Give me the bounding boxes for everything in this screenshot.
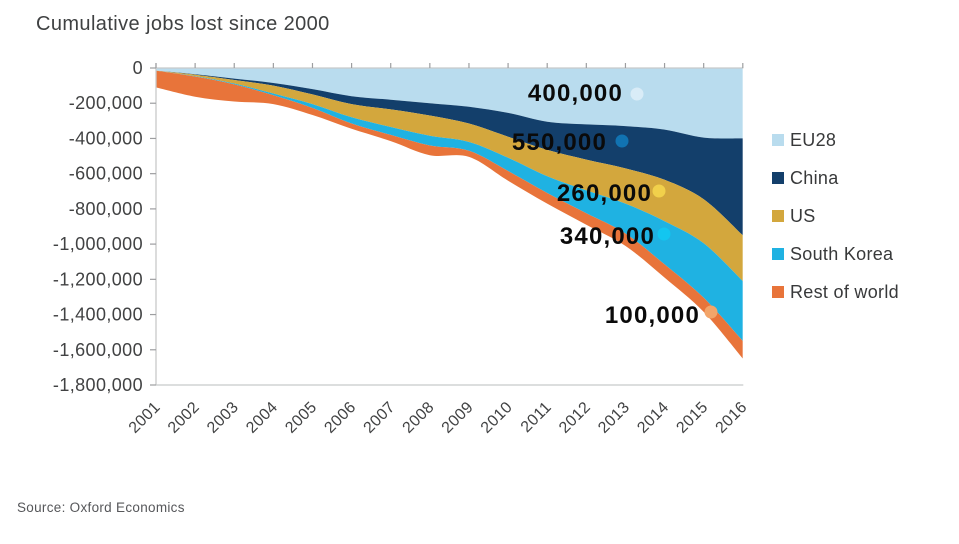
x-tick-label: 2005 xyxy=(282,399,320,437)
y-tick-label: -1,400,000 xyxy=(53,305,143,325)
x-tick-label: 2007 xyxy=(361,399,399,437)
x-tick-label: 2002 xyxy=(165,399,203,437)
chart-title: Cumulative jobs lost since 2000 xyxy=(36,13,330,35)
data-dot-south-korea xyxy=(657,227,671,241)
source-note: Source: Oxford Economics xyxy=(17,500,185,515)
area-south-korea xyxy=(156,70,743,341)
legend: EU28 China US South Korea Rest of world xyxy=(772,129,899,319)
x-tick-label: 2010 xyxy=(478,399,516,437)
legend-label-us: US xyxy=(790,205,816,226)
data-label-south-korea: 340,000 xyxy=(560,223,655,250)
y-tick-label: 0 xyxy=(133,58,143,78)
y-tick-label: -800,000 xyxy=(69,199,143,219)
x-tick-label: 2009 xyxy=(439,399,477,437)
legend-label-china: China xyxy=(790,167,839,188)
data-dot-rest-of-world xyxy=(704,305,718,319)
area-us xyxy=(156,70,743,282)
x-tick-label: 2008 xyxy=(400,399,438,437)
legend-item-rest-of-world: Rest of world xyxy=(772,281,899,303)
legend-item-south-korea: South Korea xyxy=(772,243,899,265)
data-label-rest-of-world: 100,000 xyxy=(605,302,700,329)
legend-swatch-rest-of-world xyxy=(772,286,784,298)
x-tick-label: 2015 xyxy=(673,399,711,437)
y-tick-label: -1,800,000 xyxy=(53,375,143,395)
y-tick-label: -600,000 xyxy=(69,164,143,184)
y-tick-label: -400,000 xyxy=(69,128,143,148)
legend-label-eu28: EU28 xyxy=(790,129,837,150)
legend-swatch-us xyxy=(772,210,784,222)
data-label-us: 260,000 xyxy=(557,180,652,207)
x-tick-label: 2013 xyxy=(595,399,633,437)
x-tick-label: 2001 xyxy=(126,399,164,437)
legend-label-south-korea: South Korea xyxy=(790,243,894,264)
ticks xyxy=(150,63,744,386)
x-tick-label: 2011 xyxy=(518,399,555,436)
area-eu28 xyxy=(156,68,743,139)
y-tick-label: -200,000 xyxy=(69,93,143,113)
legend-item-china: China xyxy=(772,167,899,189)
x-tick-label: 2014 xyxy=(634,399,672,437)
y-tick-label: -1,600,000 xyxy=(53,340,143,360)
x-tick-label: 2012 xyxy=(556,399,594,437)
area-rest-of-world xyxy=(156,70,743,359)
y-tick-label: -1,200,000 xyxy=(53,269,143,289)
data-dot-china xyxy=(615,134,629,148)
chart-areas xyxy=(156,68,743,359)
legend-label-rest-of-world: Rest of world xyxy=(790,281,899,302)
x-tick-label: 2003 xyxy=(204,399,242,437)
legend-item-us: US xyxy=(772,205,899,227)
x-tick-label: 2006 xyxy=(321,399,359,437)
data-dot-eu28 xyxy=(630,87,644,101)
data-label-eu28: 400,000 xyxy=(528,80,623,107)
legend-swatch-china xyxy=(772,172,784,184)
legend-swatch-south-korea xyxy=(772,248,784,260)
data-label-china: 550,000 xyxy=(512,129,607,156)
y-tick-label: -1,000,000 xyxy=(53,234,143,254)
axes xyxy=(155,63,744,386)
area-china xyxy=(156,70,743,236)
data-dot-us xyxy=(652,184,666,198)
legend-swatch-eu28 xyxy=(772,134,784,146)
legend-item-eu28: EU28 xyxy=(772,129,899,151)
x-tick-label: 2016 xyxy=(713,399,751,437)
x-tick-label: 2004 xyxy=(243,399,281,437)
